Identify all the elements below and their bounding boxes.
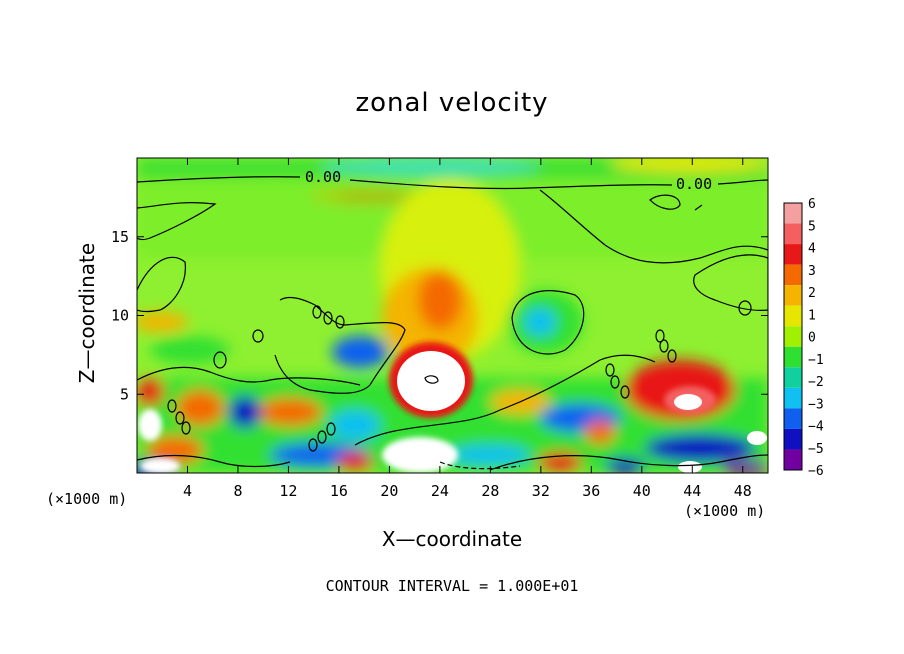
contour-label-2: 0.00 <box>676 175 712 193</box>
y-tick-label: 10 <box>111 307 129 325</box>
colorbar-segment <box>784 244 802 265</box>
colorbar-segment <box>784 387 802 409</box>
colorbar-segment <box>784 408 802 429</box>
colorbar-label: −4 <box>808 420 824 435</box>
y-axis-label: Z—coordinate <box>75 242 99 384</box>
contour-lines <box>137 176 768 471</box>
x-tick-label: 8 <box>233 482 242 500</box>
x-tick-label: 40 <box>633 482 651 500</box>
x-tick-label: 12 <box>279 482 297 500</box>
x-axis: 4 8 12 16 20 24 28 32 36 40 44 48 <box>183 158 752 500</box>
colorbar-segment <box>784 305 802 327</box>
colorbar-label: −3 <box>808 397 824 412</box>
colorbar-segment <box>784 367 802 388</box>
colorbar-segment <box>784 264 802 286</box>
colorbar: 6 5 4 3 2 1 0 −1 −2 −3 −4 −5 −6 <box>783 197 824 479</box>
x-tick-label: 32 <box>532 482 550 500</box>
colorbar-segment <box>784 449 802 470</box>
velocity-field: 0.00 0.00 <box>137 158 768 473</box>
colorbar-segment <box>784 326 802 347</box>
y-tick-label: 5 <box>120 385 129 403</box>
x-tick-label: 44 <box>683 482 701 500</box>
colorbar-label: 0 <box>808 331 816 346</box>
colorbar-label: 4 <box>808 242 816 257</box>
colorbar-segment <box>784 428 802 450</box>
contour-interval-note: CONTOUR INTERVAL = 1.000E+01 <box>325 577 579 595</box>
colorbar-segment <box>784 203 802 224</box>
contour-label-1: 0.00 <box>305 168 341 186</box>
colorbar-label: 1 <box>808 308 816 323</box>
colorbar-label: 3 <box>808 264 816 279</box>
colorbar-label: −6 <box>808 464 824 479</box>
x-tick-label: 28 <box>481 482 499 500</box>
x-unit-left: (×1000 m) <box>46 490 128 508</box>
colorbar-segment <box>784 346 802 368</box>
x-tick-label: 20 <box>380 482 398 500</box>
colorbar-label: 2 <box>808 286 816 301</box>
x-tick-label: 16 <box>330 482 348 500</box>
x-tick-label: 36 <box>582 482 600 500</box>
colorbar-label: 6 <box>808 197 816 212</box>
colorbar-frame <box>783 202 803 471</box>
x-tick-label: 24 <box>431 482 449 500</box>
colorbar-label: −2 <box>808 375 824 390</box>
colorbar-label: −1 <box>808 353 824 368</box>
colorbar-label: −5 <box>808 442 824 457</box>
chart-title: zonal velocity <box>355 88 549 118</box>
colorbar-segment <box>784 223 802 245</box>
colorbar-label: 5 <box>808 219 816 234</box>
y-axis: 5 10 15 <box>111 228 768 403</box>
x-unit-right: (×1000 m) <box>684 502 766 520</box>
x-tick-label: 4 <box>183 482 192 500</box>
colorbar-segment <box>784 285 802 306</box>
y-tick-label: 15 <box>111 228 129 246</box>
x-tick-label: 48 <box>734 482 752 500</box>
x-axis-label: X—coordinate <box>381 527 523 551</box>
